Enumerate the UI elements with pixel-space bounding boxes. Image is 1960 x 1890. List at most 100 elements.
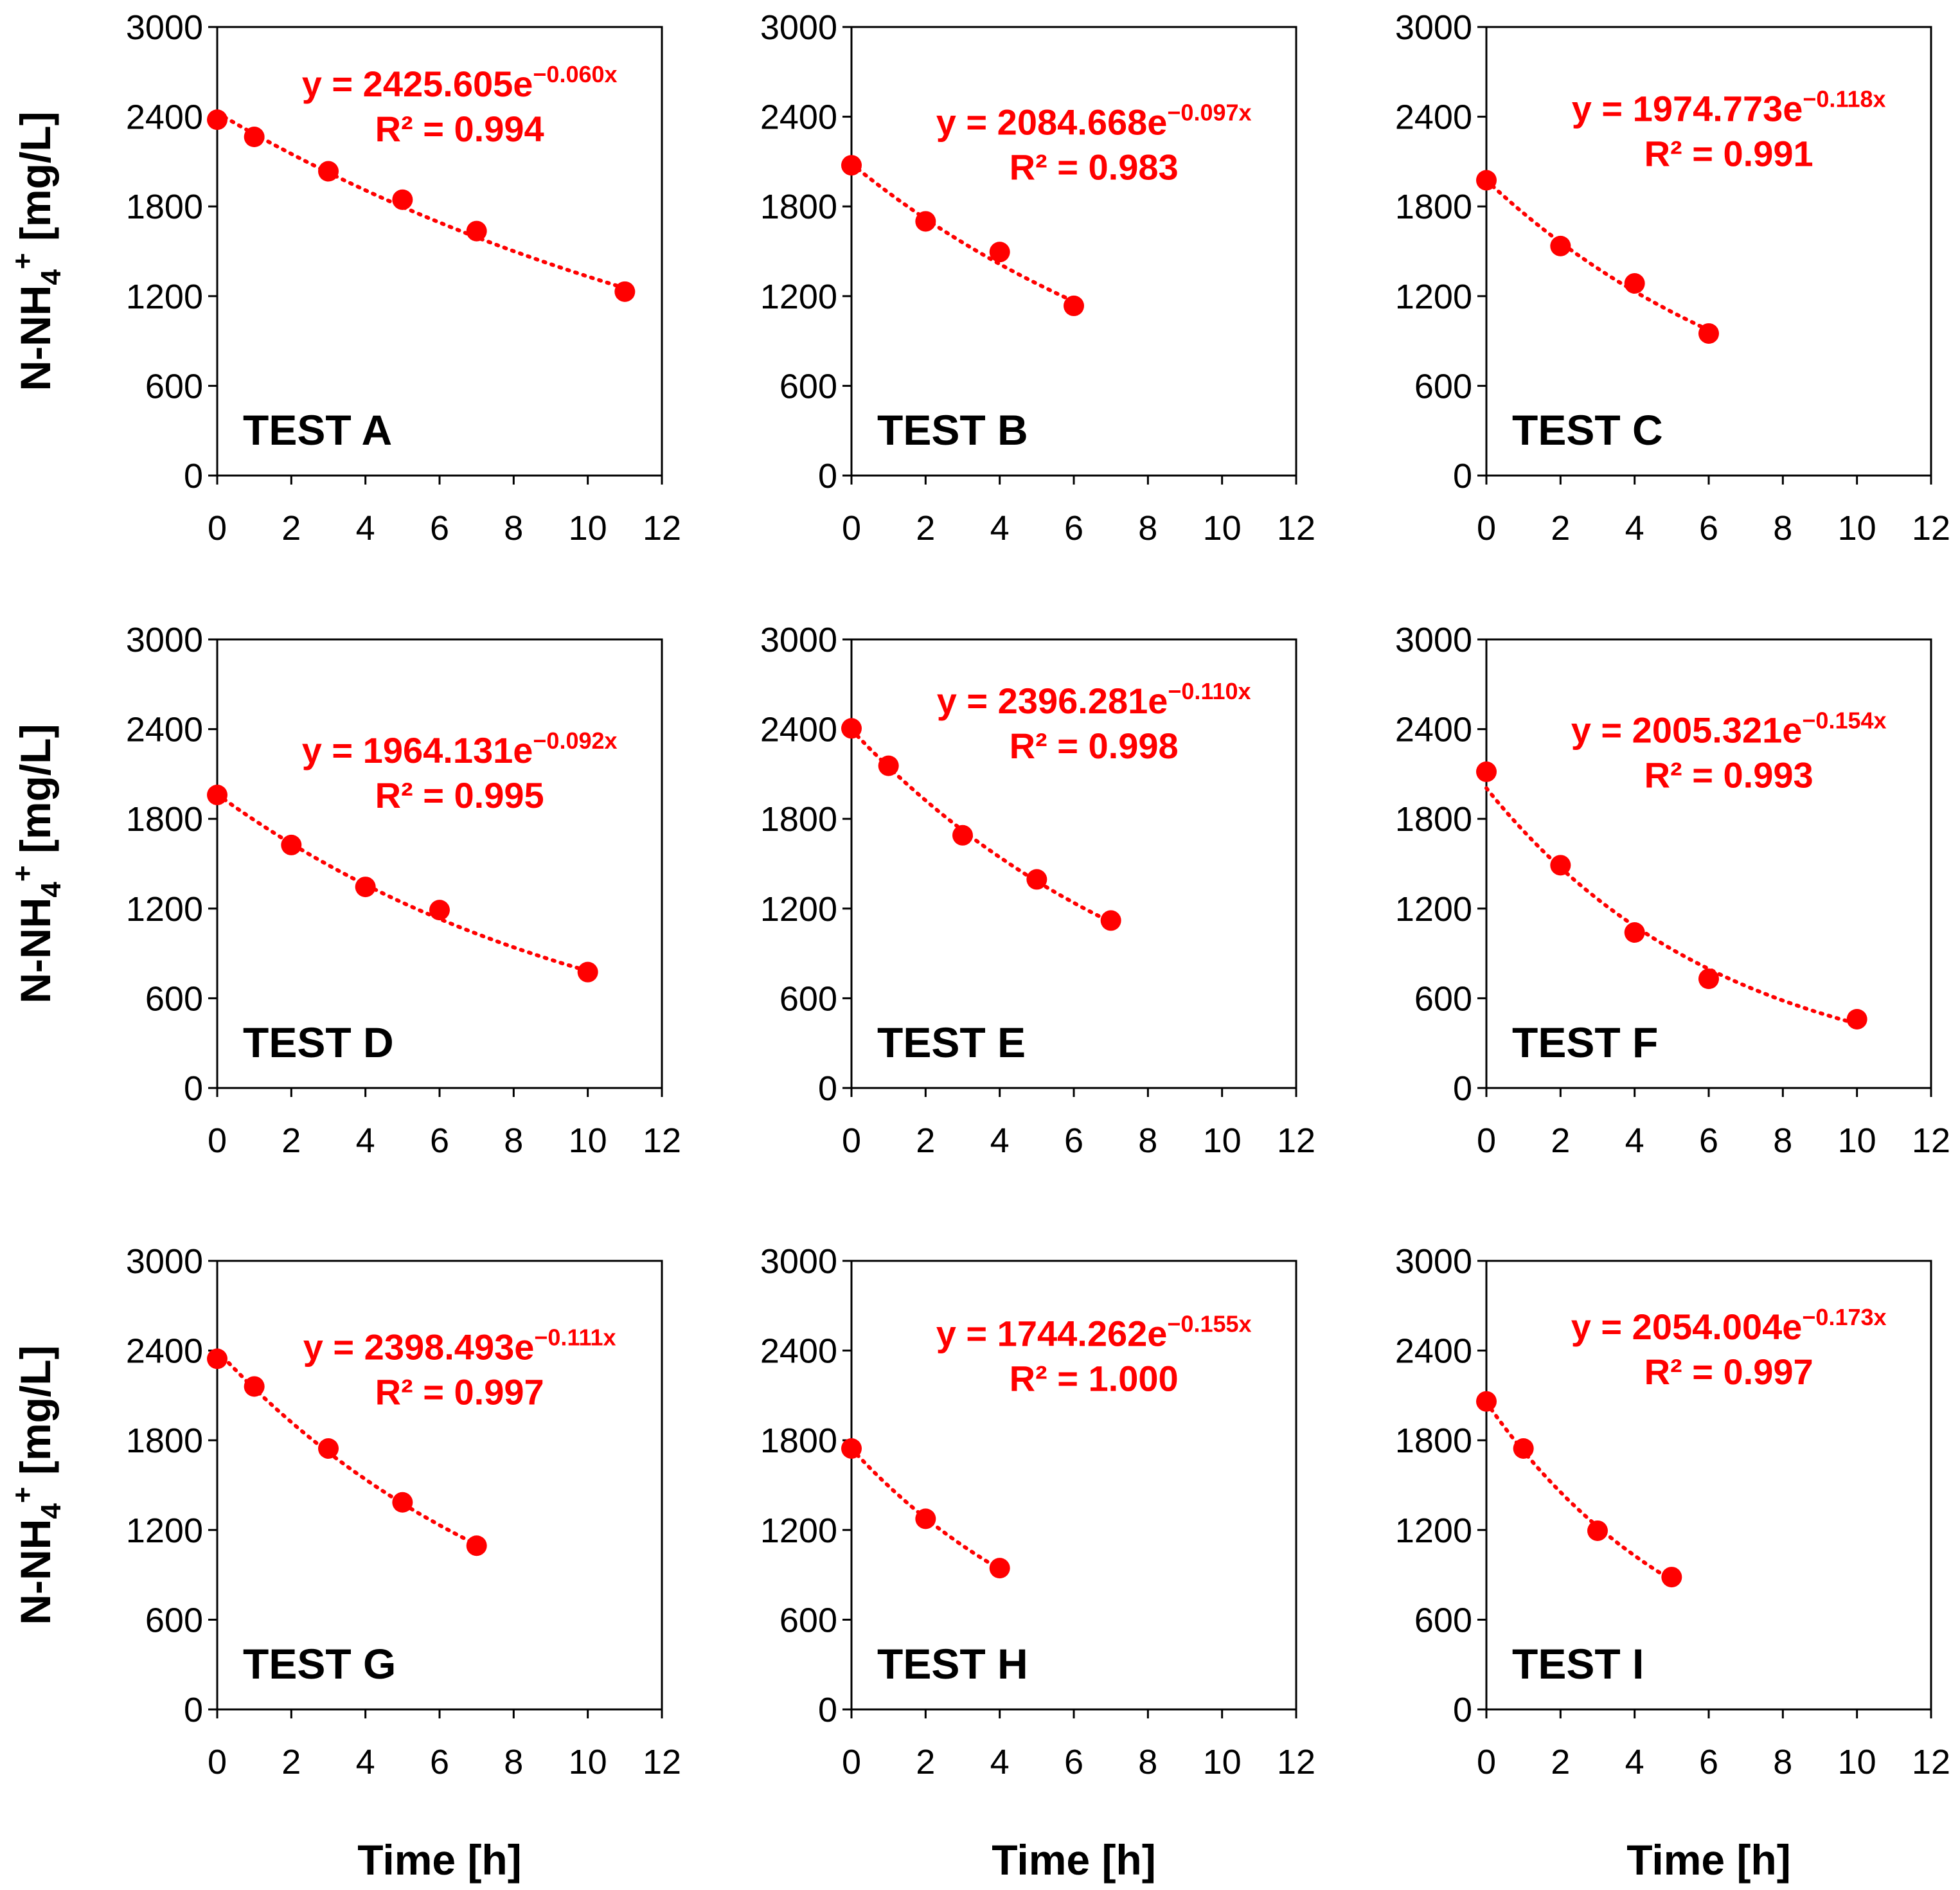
data-point [244, 1376, 265, 1397]
data-point [1587, 1520, 1608, 1541]
data-point [1846, 1008, 1867, 1030]
data-point [244, 127, 265, 148]
data-point [1698, 323, 1719, 344]
x-tick-label: 10 [569, 1121, 607, 1160]
x-tick-label: 2 [916, 1743, 935, 1781]
y-tick-label: 2400 [126, 98, 203, 137]
data-point [1624, 273, 1645, 294]
y-tick-label: 0 [184, 1691, 203, 1729]
panel-label: TEST D [243, 1019, 394, 1066]
data-point [429, 900, 450, 921]
panel-test-f: 0 600 1200 1800 2400 3000 0 2 4 6 8 10 12 y = 2005.32… [1395, 621, 1950, 1160]
data-point [1100, 910, 1121, 931]
x-tick-label: 4 [990, 1743, 1010, 1781]
y-tick-label: 1200 [1395, 1511, 1472, 1550]
fit-equation: y = 1964.131e−0.092x [302, 727, 618, 771]
x-tick-label: 6 [1064, 1121, 1083, 1160]
x-tick-label: 10 [1838, 509, 1876, 548]
data-point [1476, 1391, 1497, 1412]
fit-r-squared: R² = 0.997 [1644, 1351, 1813, 1392]
panel-test-c: 0 600 1200 1800 2400 3000 0 2 4 6 8 10 12 y = 1974.77… [1395, 8, 1950, 548]
data-point [1513, 1438, 1534, 1459]
x-tick-label: 4 [1625, 509, 1644, 548]
y-tick-label: 600 [145, 1601, 203, 1639]
y-tick-label: 1200 [760, 890, 837, 929]
x-tick-label: 8 [504, 509, 523, 548]
x-tick-label: 2 [281, 509, 301, 548]
x-tick-label: 6 [430, 1743, 449, 1781]
fit-equation: y = 1744.262e−0.155x [936, 1311, 1252, 1354]
x-tick-label: 0 [208, 1121, 227, 1160]
panel-label: TEST C [1512, 406, 1663, 454]
data-point [841, 155, 862, 176]
x-axis-title: Time [h] [992, 1836, 1155, 1884]
y-tick-label: 1800 [760, 800, 837, 839]
data-point [915, 1508, 936, 1529]
panel-test-e: 0 600 1200 1800 2400 3000 0 2 4 6 8 10 12 y = 2396.28… [760, 621, 1315, 1160]
y-tick-label: 2400 [1395, 98, 1472, 137]
data-point [989, 1558, 1010, 1579]
y-tick-label: 2400 [1395, 711, 1472, 749]
panel-label: TEST A [243, 406, 392, 454]
panel-test-i: 0 600 1200 1800 2400 3000 0 2 4 6 8 10 12 y = 2054.00… [1395, 1242, 1950, 1884]
panel-test-g: 0 600 1200 1800 2400 3000 0 2 4 6 8 10 12 y = 2398.49… [7, 1242, 681, 1884]
panel-test-a: 0 600 1200 1800 2400 3000 0 2 4 6 8 10 12 y = 2425.60… [7, 8, 681, 548]
y-tick-label: 600 [780, 367, 837, 406]
x-tick-label: 0 [842, 1121, 861, 1160]
y-tick-label: 1800 [1395, 188, 1472, 226]
data-point [841, 1438, 862, 1459]
x-tick-label: 10 [1838, 1121, 1876, 1160]
x-tick-label: 12 [1277, 509, 1315, 548]
x-tick-label: 2 [281, 1121, 301, 1160]
panel-test-h: 0 600 1200 1800 2400 3000 0 2 4 6 8 10 12 y = 1744.26… [760, 1242, 1315, 1884]
fit-equation: y = 2398.493e−0.111x [303, 1324, 616, 1368]
y-tick-label: 2400 [126, 1332, 203, 1371]
y-tick-label: 0 [1453, 457, 1472, 495]
data-point [989, 242, 1010, 263]
x-tick-label: 10 [1203, 1743, 1242, 1781]
y-axis-title: N-NH4+ [mg/L] [7, 724, 67, 1003]
data-point [207, 784, 227, 805]
y-tick-label: 600 [1414, 979, 1472, 1018]
y-tick-label: 600 [145, 367, 203, 406]
data-point [614, 281, 636, 302]
data-point [466, 1535, 487, 1556]
y-tick-label: 3000 [1395, 1242, 1472, 1281]
y-tick-label: 3000 [126, 8, 203, 47]
fit-r-squared: R² = 0.991 [1644, 133, 1813, 174]
fit-r-squared: R² = 0.995 [375, 775, 544, 816]
y-tick-label: 2400 [760, 711, 837, 749]
x-tick-label: 12 [1912, 1121, 1950, 1160]
data-point [281, 834, 302, 855]
fit-curve [215, 792, 590, 973]
y-tick-label: 600 [1414, 367, 1472, 406]
data-point [207, 1348, 227, 1369]
x-tick-label: 8 [1138, 1121, 1157, 1160]
x-tick-label: 10 [569, 509, 607, 548]
x-tick-label: 6 [1699, 1743, 1718, 1781]
x-tick-label: 4 [990, 509, 1010, 548]
y-tick-label: 2400 [1395, 1332, 1472, 1371]
fit-equation: y = 2005.321e−0.154x [1571, 708, 1887, 751]
x-tick-label: 8 [504, 1743, 523, 1781]
x-tick-label: 4 [356, 509, 375, 548]
panel-label: TEST I [1512, 1640, 1644, 1688]
data-point [878, 755, 899, 776]
data-point [318, 1438, 339, 1459]
data-point [207, 109, 227, 130]
x-tick-label: 0 [208, 509, 227, 548]
x-tick-label: 8 [1138, 1743, 1157, 1781]
x-tick-label: 0 [842, 509, 861, 548]
fit-curve [850, 162, 1076, 303]
fit-r-squared: R² = 0.993 [1644, 754, 1813, 795]
x-tick-label: 2 [1551, 1121, 1570, 1160]
x-tick-label: 6 [430, 1121, 449, 1160]
y-tick-label: 1200 [760, 278, 837, 316]
data-point [1550, 855, 1571, 876]
data-point [1661, 1567, 1682, 1588]
fit-r-squared: R² = 1.000 [1010, 1358, 1179, 1398]
panel-label: TEST E [877, 1019, 1026, 1066]
y-tick-label: 1200 [126, 1511, 203, 1550]
y-tick-label: 1800 [126, 1422, 203, 1460]
